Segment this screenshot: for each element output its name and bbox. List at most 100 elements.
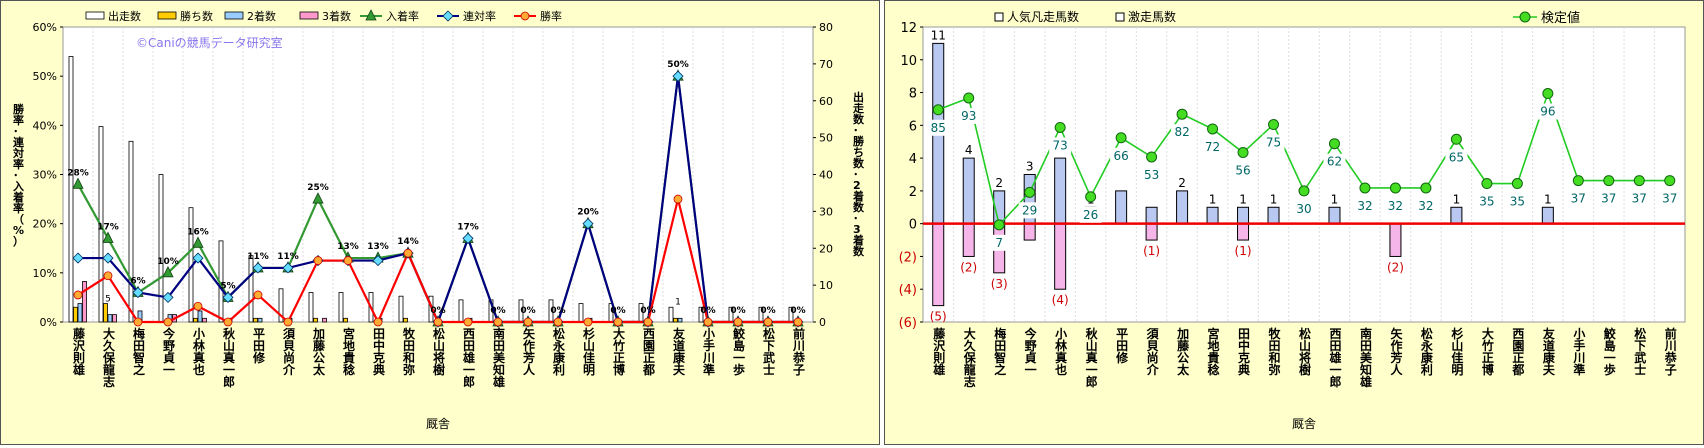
x-tick-label: 小手川準	[702, 326, 715, 377]
y-right-tick-label: 80	[819, 21, 833, 34]
bar-人気凡走馬数	[962, 223, 975, 257]
x-axis-title: 厩舎	[1292, 417, 1316, 431]
bar-value-label: 1	[1331, 192, 1339, 206]
kentei-label-box	[1201, 138, 1224, 155]
kentei-label-box	[1079, 206, 1102, 223]
data-label: 0%	[790, 306, 805, 316]
bar-勝ち数	[313, 317, 318, 323]
legend-label: 入着率	[386, 9, 419, 23]
marker-勝率	[433, 317, 443, 327]
kentei-label: 73	[1053, 138, 1068, 152]
bar-value-label: 1	[1544, 192, 1552, 206]
y-tick-label: 10	[900, 54, 917, 69]
kentei-label: 37	[1601, 192, 1616, 206]
y-right-tick-label: 30	[819, 205, 833, 218]
bar-2着数	[257, 317, 263, 323]
plot-area	[62, 26, 814, 323]
bar-人気凡走馬数	[1389, 223, 1402, 257]
bar-激走馬数	[1145, 206, 1158, 225]
data-label: 17%	[457, 222, 479, 232]
y-tick-label: 0	[909, 218, 917, 233]
kentei-label: 37	[1632, 192, 1647, 206]
x-tick-label: 梅田智之	[993, 326, 1006, 377]
marker-勝率	[73, 290, 83, 300]
y-tick-label: 8	[909, 87, 917, 102]
y-right-tick-label: 50	[819, 132, 833, 145]
x-tick-label: 大久保龍志	[102, 326, 116, 389]
marker-連対率	[102, 252, 114, 264]
kentei-label: 72	[1205, 140, 1220, 154]
bar-3着数	[202, 317, 207, 323]
x-tick-label: 西園正都	[1511, 327, 1524, 377]
bar-勝ち数	[673, 317, 678, 323]
kentei-label-box	[1140, 166, 1163, 183]
legend-label: 3着数	[322, 9, 351, 23]
marker-連対率	[582, 218, 594, 230]
chart-panel-left: 0% 10% 20% 30% 40% 50% 60% 0 10 20 30 40 50 60 70 80 勝率･…	[0, 0, 880, 445]
kentei-label-box	[1353, 197, 1376, 214]
bar-激走馬数	[1054, 157, 1067, 225]
kentei-label-box	[1628, 190, 1651, 207]
marker-検定値	[1115, 132, 1127, 144]
bar-value-label: (3)	[991, 277, 1008, 291]
y-axis-right-title: 出走数･勝ち数･ 2 着数･ 3 着数	[852, 90, 865, 258]
legend-swatch	[85, 11, 105, 20]
marker-検定値	[1359, 182, 1371, 194]
x-tick-label: 松下武士	[1634, 326, 1646, 377]
marker-検定値	[932, 104, 944, 116]
bar-出走数	[458, 299, 464, 323]
marker-入着率	[192, 236, 204, 248]
kentei-label-box	[988, 234, 1011, 251]
bar-激走馬数	[1450, 206, 1463, 225]
data-label: 20%	[577, 208, 599, 218]
bar-出走数	[338, 292, 344, 323]
marker-検定値	[1176, 108, 1188, 120]
bar-激走馬数	[1267, 206, 1280, 225]
kentei-label-box	[1018, 202, 1041, 219]
kentei-label: 30	[1296, 202, 1311, 216]
data-label: 13%	[367, 242, 389, 252]
marker-勝率	[283, 317, 293, 327]
chart-panel-right: (6) (4) (2) 0 2 4 6 8 10 12 藤沢則雄 大久保龍志 梅田智之 今野貞一 小林真也秋…	[884, 0, 1704, 445]
data-label: 0%	[520, 306, 535, 316]
legend-marker	[442, 10, 454, 22]
marker-勝率	[793, 317, 803, 327]
marker-勝率	[673, 194, 683, 204]
data-label: 0%	[610, 306, 625, 316]
bar-激走馬数	[1115, 190, 1128, 225]
marker-勝率	[313, 256, 323, 265]
bar-人気凡走馬数	[1023, 223, 1036, 241]
marker-勝率	[403, 248, 413, 258]
legend-marker	[1519, 11, 1531, 23]
bar-出走数	[278, 288, 284, 323]
y-left-tick-label: 30%	[33, 169, 57, 182]
bar-value-label: (5)	[930, 310, 947, 324]
legend-marker	[365, 9, 377, 21]
bar-人気凡走馬数	[1237, 223, 1250, 241]
bar-value-label: (1)	[1143, 244, 1160, 258]
bar-value-label: 1	[1270, 192, 1278, 206]
bar-出走数	[158, 174, 164, 323]
data-label: 25%	[307, 183, 329, 193]
y-right-tick-label: 20	[819, 242, 833, 255]
marker-検定値	[1603, 175, 1615, 187]
y-tick-label: (4)	[899, 283, 917, 298]
data-label: 0%	[430, 306, 445, 316]
marker-入着率	[102, 231, 114, 243]
x-tick-label: 秋山真一郎	[1086, 326, 1099, 389]
kentei-label: 56	[1235, 164, 1250, 178]
y-tick-label: (6)	[899, 316, 917, 331]
data-label: 0%	[490, 306, 505, 316]
bar-value-label: 1	[1453, 192, 1461, 206]
bar-出走数	[578, 303, 584, 323]
bar-value-label: 11	[931, 28, 946, 42]
data-label: 5%	[220, 281, 235, 291]
x-tick-label: 南田美知雄	[1359, 326, 1373, 389]
marker-連対率	[192, 252, 204, 264]
data-label: 17%	[97, 222, 119, 232]
x-tick-label: 平田修	[1115, 327, 1129, 365]
marker-勝率	[583, 317, 593, 327]
marker-連対率	[132, 286, 144, 299]
bar-激走馬数	[1206, 206, 1219, 225]
y-tick-label: 4	[909, 152, 917, 167]
